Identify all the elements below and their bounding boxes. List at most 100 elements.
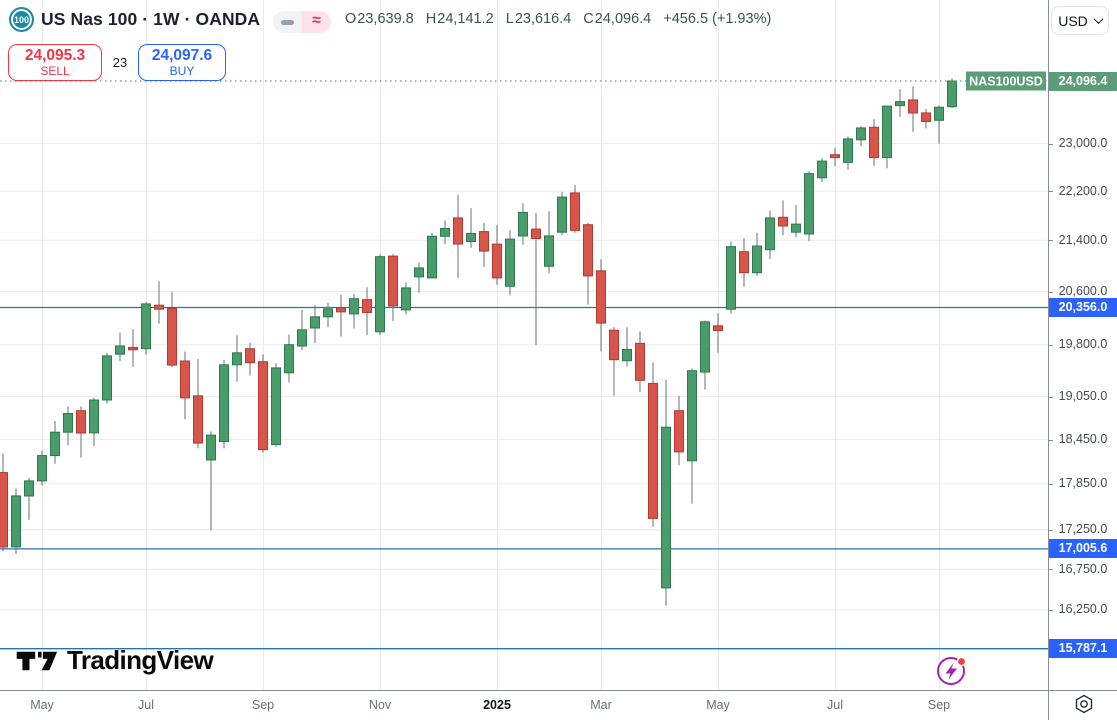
buy-button[interactable]: 24,097.6 BUY [138,44,226,81]
price-tick-label: 17,850.0 [1058,476,1108,491]
ohlc-readout: O23,639.8 H24,141.2 L23,616.4 C24,096.4 … [345,11,771,27]
candle-body [76,410,86,434]
trade-panel: 24,095.3 SELL 23 24,097.6 BUY [8,44,226,81]
time-tick-label: Nov [368,698,392,712]
candle-body [492,243,502,279]
candle-body [440,228,450,237]
currency-dropdown[interactable]: USD [1051,6,1109,35]
high-value: 24,141.2 [437,11,494,27]
price-tick-label: 17,250.0 [1058,522,1108,537]
chart-settings-icon[interactable] [1073,693,1095,720]
candle-body [167,308,177,366]
sell-price: 24,095.3 [24,46,86,64]
candle-body [830,154,840,159]
candle-body [947,80,957,108]
candle-body [63,413,73,433]
price-badge: 24,096.4 [1049,71,1117,91]
candle-body [921,112,931,123]
candle-body [596,270,606,324]
candle-body [193,395,203,444]
candle-body [258,361,268,451]
change-value: +456.5 (+1.93%) [663,11,772,27]
candle-body [570,192,580,231]
open-value: 23,639.8 [357,11,414,27]
spread-value: 23 [112,55,128,70]
candle-body [323,308,333,318]
candle-body [505,238,515,287]
candle-body [37,455,47,482]
close-value: 24,096.4 [594,11,652,27]
candle-body [479,231,489,252]
candle-body [414,267,424,278]
sell-button[interactable]: 24,095.3 SELL [8,44,102,81]
candle-body [635,342,645,381]
candle-body [739,251,749,274]
candle-body [700,321,710,373]
chevron-down-icon [1093,14,1104,25]
candle-body [362,299,372,314]
chart-style-toggle[interactable]: ≈ [273,11,331,33]
candle-body [518,211,528,237]
candle-body [713,325,723,331]
price-tick-label: 20,600.0 [1058,284,1108,298]
candle-body [466,232,476,242]
svg-text:NAS100USD: NAS100USD [969,75,1043,89]
candle-body [804,173,814,235]
tradingview-logo-text: TradingView [67,645,214,675]
candle-body [791,223,801,233]
candle-body [427,235,437,279]
symbol-title[interactable]: US Nas 100 · 1W · OANDA [41,9,261,29]
time-tick-label: May [30,698,54,712]
candle-body [206,434,216,461]
approx-style-icon[interactable]: ≈ [302,11,331,33]
candle-body [0,472,8,548]
candle-body [102,355,112,401]
high-label: H [425,11,437,27]
candle-body [544,235,554,267]
candle-body [245,348,255,364]
price-tick-label: 22,200.0 [1058,183,1108,198]
candle-body [310,316,320,329]
candle-body [115,345,125,355]
bars-style-icon[interactable] [273,11,302,33]
candle-body [141,303,151,350]
candle-body [778,216,788,227]
candle-body [531,228,541,240]
price-tick-label: 23,000.0 [1058,136,1108,150]
price-badge: 15,787.1 [1049,639,1117,659]
candle-body [388,255,398,307]
price-tick-label: 18,450.0 [1058,432,1108,446]
candle-body [128,346,138,351]
flash-boost-icon[interactable] [934,652,970,693]
candle-body [856,127,866,141]
price-axis[interactable]: 23,000.0 22,200.0 21,400.0 20,600.0 19,800.0… [1048,0,1117,690]
candle-body [752,245,762,274]
candle-body [453,217,463,245]
candle-body [622,348,632,362]
sell-label: SELL [40,63,70,78]
time-tick-label: Jul [827,698,843,712]
time-tick-label: Sep [251,698,275,712]
candle-body [297,329,307,347]
chart-plot-area[interactable]: NAS100USD [0,0,1048,690]
buy-price: 24,097.6 [151,46,213,64]
price-tick-label: 16,250.0 [1058,602,1108,617]
candle-body [817,160,827,179]
candle-body [557,196,567,233]
candle-body [934,106,944,121]
currency-value: USD [1058,12,1088,29]
candle-body [336,307,346,313]
time-tick-label: Sep [927,698,951,712]
candle-body [401,287,411,311]
axis-corner [1048,691,1117,720]
time-axis[interactable]: May Jul Sep Nov 2025 Mar May Jul Sep [0,690,1117,720]
symbol-logo-badge[interactable]: 100 [9,7,34,32]
candle-body [648,382,658,519]
candle-body [661,426,671,589]
candle-body [232,352,242,366]
tradingview-logo[interactable]: TradingView [16,645,214,676]
candle-body [89,399,99,434]
time-tick-label: 2025 [483,698,511,712]
candle-body [583,224,593,277]
